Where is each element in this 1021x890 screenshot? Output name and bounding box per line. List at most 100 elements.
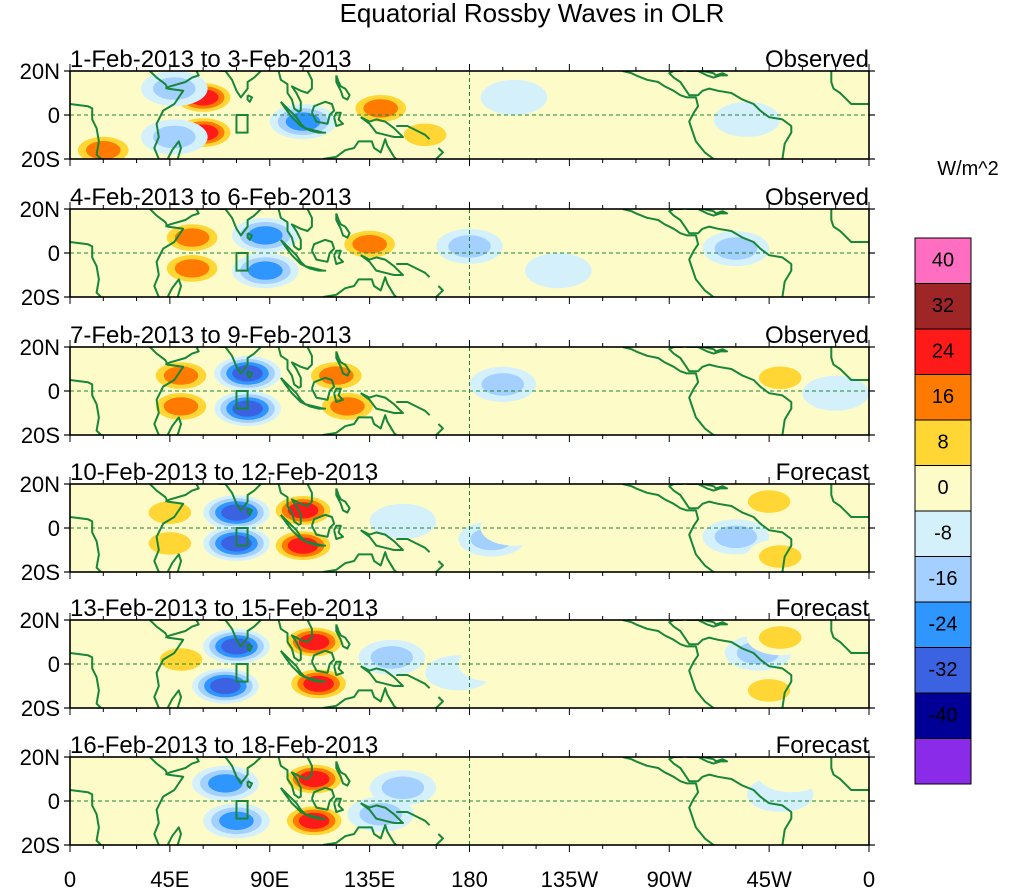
coastline — [310, 238, 336, 263]
coastline — [310, 786, 336, 811]
coastline — [335, 624, 351, 650]
coastline — [218, 484, 262, 512]
colorbar-label: -8 — [934, 523, 952, 545]
olr-anomaly — [219, 811, 254, 830]
olr-anomaly — [153, 125, 196, 149]
olr-anomaly — [319, 366, 354, 385]
x-tick-label: 90E — [250, 867, 289, 890]
coastline — [622, 484, 715, 572]
x-tick-label: 135E — [344, 867, 395, 890]
region-box — [235, 114, 249, 134]
coastline — [396, 125, 431, 140]
coastline — [246, 507, 253, 516]
colorbar-label: 8 — [937, 432, 948, 454]
y-tick-label: 20N — [20, 472, 60, 497]
region-box — [235, 390, 249, 410]
coastline — [830, 484, 869, 518]
coastline — [70, 789, 102, 845]
coastline — [149, 347, 185, 435]
coastline — [277, 620, 313, 662]
coastline — [310, 376, 336, 401]
coastline — [304, 676, 327, 683]
coastline — [166, 689, 182, 708]
y-tick-label: 20S — [21, 285, 60, 310]
colorbar-units: W/m^2 — [937, 158, 999, 180]
coastline — [335, 213, 351, 239]
olr-anomaly — [714, 525, 758, 549]
panel-period: 13-Feb-2013 to 15-Feb-2013 — [70, 595, 378, 622]
coastline — [396, 401, 431, 416]
y-tick-label: 20S — [21, 147, 60, 172]
coastline — [246, 232, 253, 241]
olr-anomaly — [714, 237, 758, 260]
coastline — [396, 538, 431, 553]
coastline — [622, 347, 715, 435]
panel-period: 1-Feb-2013 to 3-Feb-2013 — [70, 46, 352, 73]
coastline — [360, 254, 404, 276]
coastline — [166, 140, 182, 159]
coastline — [830, 347, 869, 381]
panel-status: Observed — [765, 46, 869, 73]
olr-anomaly — [298, 812, 330, 829]
coastline — [277, 209, 313, 251]
panel-status: Forecast — [776, 459, 870, 486]
coastline — [687, 757, 728, 765]
coastline — [333, 524, 344, 540]
panel-period: 4-Feb-2013 to 6-Feb-2013 — [70, 184, 352, 211]
coastline — [335, 351, 351, 377]
colorbar-swatch — [914, 738, 972, 785]
coastline — [333, 660, 344, 676]
x-axis: 0 45E 90E 135E 180 135W 90W 45W 0 — [64, 867, 875, 890]
coastline — [360, 529, 404, 551]
panel-status: Observed — [765, 184, 869, 211]
coastline — [830, 71, 869, 105]
coastline — [322, 414, 397, 435]
panel: 1-Feb-2013 to 3-Feb-2013 Observed 20N 0 20S — [20, 46, 875, 172]
colorbar-label: -40 — [929, 705, 958, 727]
x-tick-label: 180 — [451, 867, 488, 890]
olr-anomaly — [370, 646, 414, 669]
coastline — [304, 265, 327, 272]
coastline — [322, 824, 397, 845]
colorbar-label: 40 — [932, 250, 954, 272]
coastline — [830, 620, 869, 654]
colorbar-swatch — [914, 601, 972, 648]
coastline — [435, 423, 444, 435]
coastline — [333, 797, 344, 813]
coastline — [166, 278, 182, 297]
coastline — [218, 347, 262, 375]
coastline — [70, 241, 102, 297]
x-tick-label: 0 — [64, 867, 76, 890]
y-tick-label: 20N — [20, 745, 60, 770]
olr-anomaly — [248, 261, 283, 280]
olr-anomaly — [174, 259, 210, 278]
olr-anomaly — [536, 366, 603, 402]
coastline — [668, 620, 793, 708]
olr-anomaly — [802, 375, 869, 411]
coastline — [396, 811, 431, 826]
colorbar-swatch — [914, 647, 972, 694]
x-tick-label: 45E — [150, 867, 189, 890]
y-tick-label: 0 — [48, 652, 60, 677]
region-box — [235, 527, 249, 547]
coastline — [687, 71, 728, 79]
colorbar-swatch — [914, 510, 972, 557]
coastline — [277, 484, 313, 526]
panel-field — [70, 209, 869, 297]
panel-status: Forecast — [776, 732, 870, 759]
colorbar-swatch — [914, 556, 972, 603]
coastline — [246, 643, 253, 652]
region-box — [235, 252, 249, 272]
coastline — [687, 209, 728, 217]
coastline — [310, 649, 336, 674]
colorbar-label: 32 — [932, 295, 954, 317]
olr-anomaly — [758, 626, 802, 649]
coastline — [668, 757, 793, 845]
coastline — [360, 392, 404, 414]
coastline — [70, 379, 102, 435]
coastline — [335, 75, 351, 101]
olr-anomaly — [298, 770, 330, 788]
coastline — [435, 696, 444, 708]
panel-period: 16-Feb-2013 to 18-Feb-2013 — [70, 732, 378, 759]
